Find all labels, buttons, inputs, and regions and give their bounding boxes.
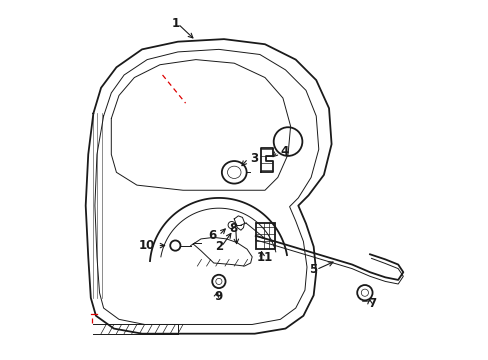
Text: 9: 9	[214, 290, 223, 303]
Text: 6: 6	[208, 229, 216, 242]
Text: 1: 1	[171, 17, 179, 30]
Text: 7: 7	[368, 297, 376, 310]
Text: 10: 10	[138, 239, 155, 252]
Text: 5: 5	[309, 263, 317, 276]
Text: 11: 11	[256, 251, 273, 264]
Text: 2: 2	[214, 240, 223, 253]
Text: 3: 3	[250, 152, 258, 165]
Bar	[255, 222, 275, 249]
Text: 8: 8	[229, 222, 237, 235]
Text: 4: 4	[280, 145, 288, 158]
